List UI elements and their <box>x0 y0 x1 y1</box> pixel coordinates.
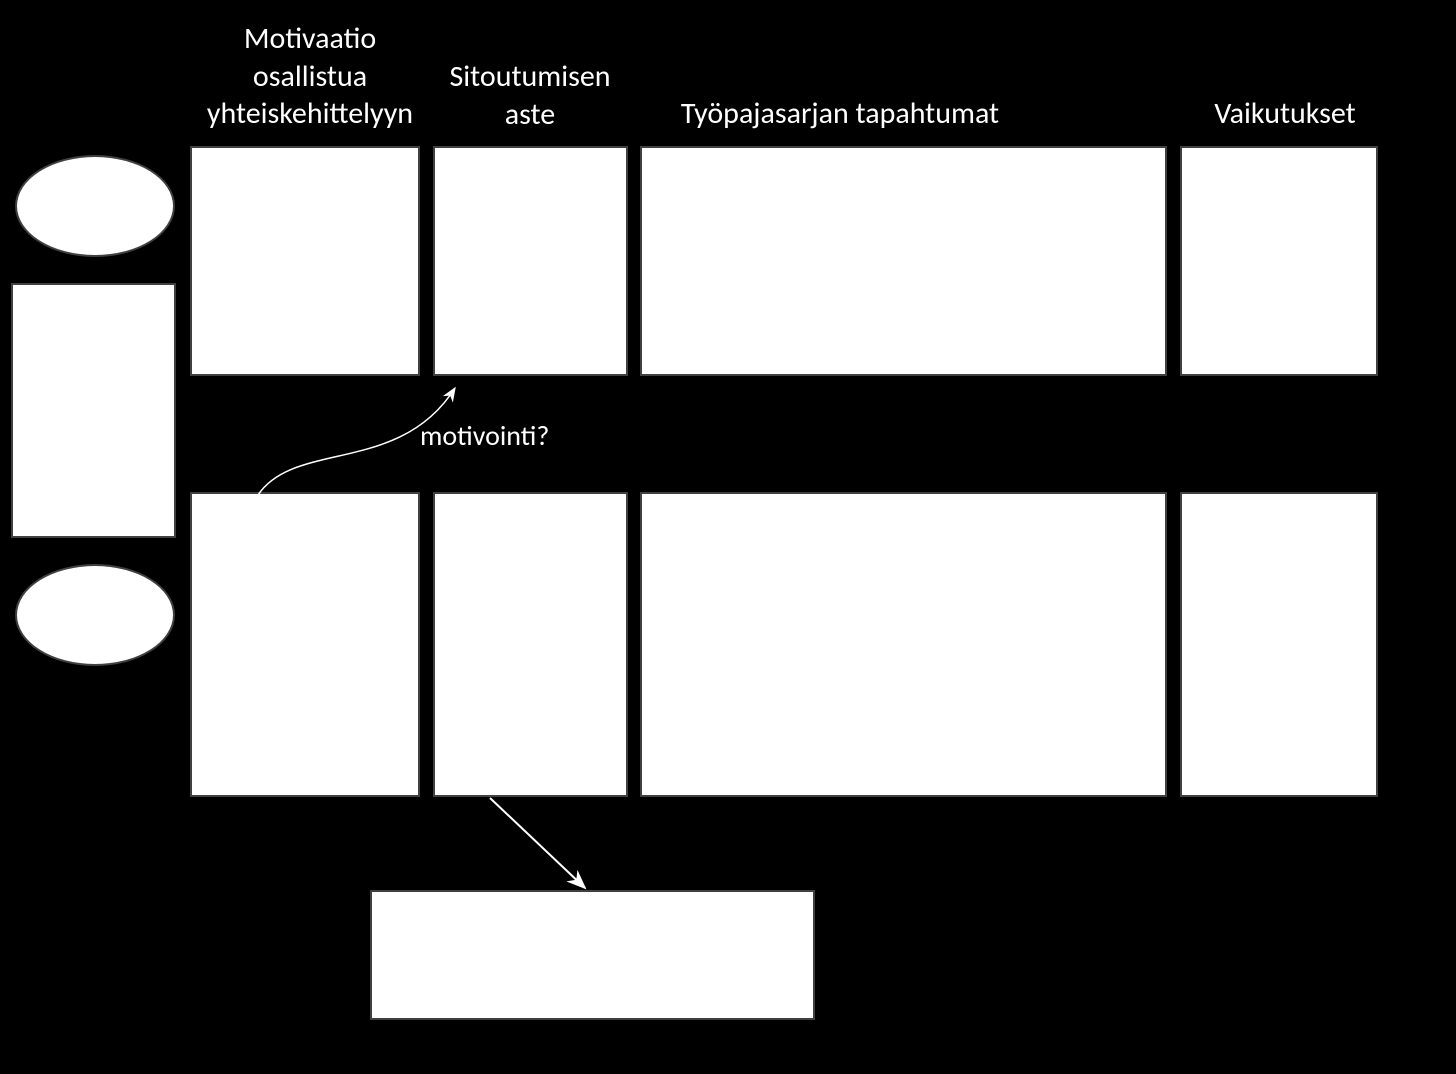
header-col4: Vaikutukset <box>1185 95 1385 133</box>
header-col3: Työpajasarjan tapahtumat <box>640 95 1040 133</box>
row2-box-effects <box>1180 492 1378 797</box>
row1-box-commitment <box>433 146 628 376</box>
row1-box-events <box>640 146 1167 376</box>
row1-box-motivation <box>190 146 420 376</box>
row1-box-effects <box>1180 146 1378 376</box>
header-col1: Motivaatio osallistua yhteiskehittelyyn <box>190 20 430 133</box>
row2-box-events <box>640 492 1167 797</box>
row2-box-commitment <box>433 492 628 797</box>
bottom-box <box>370 890 815 1020</box>
motivointi-label: motivointi? <box>420 418 549 453</box>
left-middle-box <box>11 283 176 538</box>
row2-ellipse <box>15 564 175 666</box>
row2-box-motivation <box>190 492 420 797</box>
header-col2: Sitoutumisen aste <box>430 58 630 133</box>
row1-ellipse <box>15 155 175 257</box>
